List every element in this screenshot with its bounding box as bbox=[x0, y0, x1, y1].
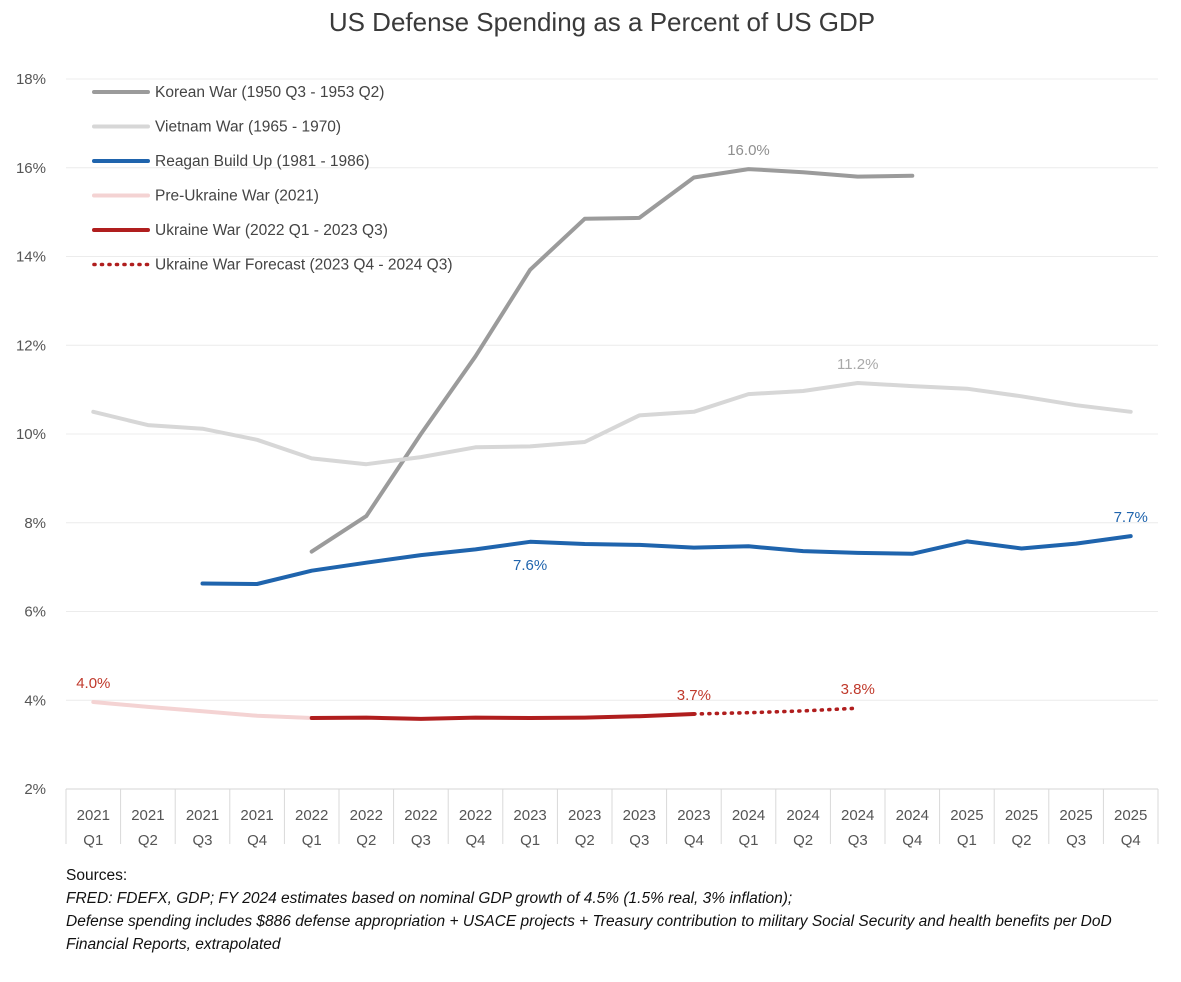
x-tick-label-quarter: Q3 bbox=[192, 832, 212, 849]
x-tick-label-year: 2024 bbox=[841, 807, 874, 824]
series-line-ukraine-war-forecast bbox=[692, 706, 860, 716]
x-tick-label-quarter: Q3 bbox=[848, 832, 868, 849]
series-lines bbox=[91, 167, 1133, 721]
legend-label-reagan-build-up: Reagan Build Up (1981 - 1986) bbox=[155, 153, 370, 170]
data-label: 7.6% bbox=[513, 557, 547, 574]
x-tick-label-quarter: Q3 bbox=[1066, 832, 1086, 849]
sources-line-2: Defense spending includes $886 defense a… bbox=[66, 913, 1112, 953]
data-label: 16.0% bbox=[727, 142, 770, 159]
x-tick-label-year: 2022 bbox=[350, 807, 383, 824]
chart-title: US Defense Spending as a Percent of US G… bbox=[329, 7, 875, 37]
series-line-reagan-build-up bbox=[200, 534, 1133, 586]
sources-heading: Sources: bbox=[66, 867, 128, 884]
series-line-ukraine-war bbox=[309, 712, 696, 721]
x-tick-label-quarter: Q3 bbox=[629, 832, 649, 849]
y-tick-label: 2% bbox=[24, 781, 46, 798]
y-tick-label: 4% bbox=[24, 692, 46, 709]
sources-line-1: FRED: FDEFX, GDP; FY 2024 estimates base… bbox=[66, 890, 793, 907]
x-tick-label-quarter: Q1 bbox=[738, 832, 758, 849]
x-tick-label-quarter: Q4 bbox=[465, 832, 485, 849]
y-tick-label: 10% bbox=[16, 426, 46, 443]
legend-label-ukraine-war-forecast: Ukraine War Forecast (2023 Q4 - 2024 Q3) bbox=[155, 257, 453, 274]
y-tick-label: 14% bbox=[16, 249, 46, 266]
x-tick-label-year: 2025 bbox=[1005, 807, 1038, 824]
x-tick-label-quarter: Q4 bbox=[247, 832, 267, 849]
x-tick-label-year: 2023 bbox=[568, 807, 601, 824]
gridlines bbox=[66, 78, 1158, 701]
data-label: 7.7% bbox=[1114, 509, 1148, 526]
x-tick-label-quarter: Q1 bbox=[302, 832, 322, 849]
x-tick-label-year: 2024 bbox=[896, 807, 929, 824]
series-line-pre-ukraine-war bbox=[91, 700, 314, 720]
x-tick-label-quarter: Q3 bbox=[411, 832, 431, 849]
data-label: 3.8% bbox=[841, 681, 875, 698]
x-tick-label-year: 2025 bbox=[950, 807, 983, 824]
x-tick-label-year: 2025 bbox=[1059, 807, 1092, 824]
x-tick-label-year: 2025 bbox=[1114, 807, 1147, 824]
x-tick-label-quarter: Q4 bbox=[684, 832, 704, 849]
legend-label-pre-ukraine-war: Pre-Ukraine War (2021) bbox=[155, 188, 319, 205]
x-tick-label-quarter: Q2 bbox=[793, 832, 813, 849]
legend-label-vietnam-war: Vietnam War (1965 - 1970) bbox=[155, 119, 341, 136]
y-tick-label: 12% bbox=[16, 337, 46, 354]
x-tick-label-quarter: Q4 bbox=[902, 832, 922, 849]
y-tick-label: 6% bbox=[24, 604, 46, 621]
y-tick-label: 16% bbox=[16, 160, 46, 177]
legend-label-korean-war: Korean War (1950 Q3 - 1953 Q2) bbox=[155, 84, 384, 101]
x-tick-label-year: 2022 bbox=[404, 807, 437, 824]
x-tick-label-year: 2021 bbox=[240, 807, 273, 824]
y-tick-label: 8% bbox=[24, 515, 46, 532]
x-tick-label-quarter: Q1 bbox=[957, 832, 977, 849]
x-tick-label-quarter: Q2 bbox=[356, 832, 376, 849]
data-labels: 16.0% 11.2% 7.6% 7.7% 4.0% 3.7% 3.8% bbox=[76, 142, 1148, 704]
line-chart: US Defense Spending as a Percent of US G… bbox=[16, 7, 1159, 849]
x-tick-label-year: 2022 bbox=[459, 807, 492, 824]
x-tick-label-year: 2023 bbox=[677, 807, 710, 824]
y-tick-label: 18% bbox=[16, 71, 46, 88]
x-tick-label-quarter: Q2 bbox=[1011, 832, 1031, 849]
data-label: 4.0% bbox=[76, 675, 110, 692]
x-tick-label-year: 2021 bbox=[131, 807, 164, 824]
x-tick-label-quarter: Q4 bbox=[1121, 832, 1141, 849]
x-tick-label-quarter: Q2 bbox=[138, 832, 158, 849]
legend: Korean War (1950 Q3 - 1953 Q2) Vietnam Wa… bbox=[92, 84, 453, 274]
x-tick-label-year: 2022 bbox=[295, 807, 328, 824]
x-tick-label-quarter: Q1 bbox=[520, 832, 540, 849]
x-tick-label-year: 2023 bbox=[623, 807, 656, 824]
legend-label-ukraine-war: Ukraine War (2022 Q1 - 2023 Q3) bbox=[155, 222, 388, 239]
sources-note: Sources: FRED: FDEFX, GDP; FY 2024 estim… bbox=[66, 864, 1156, 956]
x-tick-label-year: 2024 bbox=[732, 807, 765, 824]
data-label: 11.2% bbox=[837, 356, 878, 373]
x-tick-label-year: 2021 bbox=[77, 807, 110, 824]
series-line-vietnam-war bbox=[91, 381, 1133, 467]
x-tick-label-year: 2023 bbox=[513, 807, 546, 824]
series-line-korean-war bbox=[309, 167, 915, 554]
x-tick-label-year: 2021 bbox=[186, 807, 219, 824]
x-tick-label-quarter: Q1 bbox=[83, 832, 103, 849]
axes: 2% 4% 6% 8% 10% 12% 14% 16% 18% 2021 Q1 2021 Q2 2021 Q… bbox=[16, 71, 1159, 849]
data-label: 3.7% bbox=[677, 687, 711, 704]
x-tick-label-quarter: Q2 bbox=[575, 832, 595, 849]
x-tick-label-year: 2024 bbox=[786, 807, 819, 824]
